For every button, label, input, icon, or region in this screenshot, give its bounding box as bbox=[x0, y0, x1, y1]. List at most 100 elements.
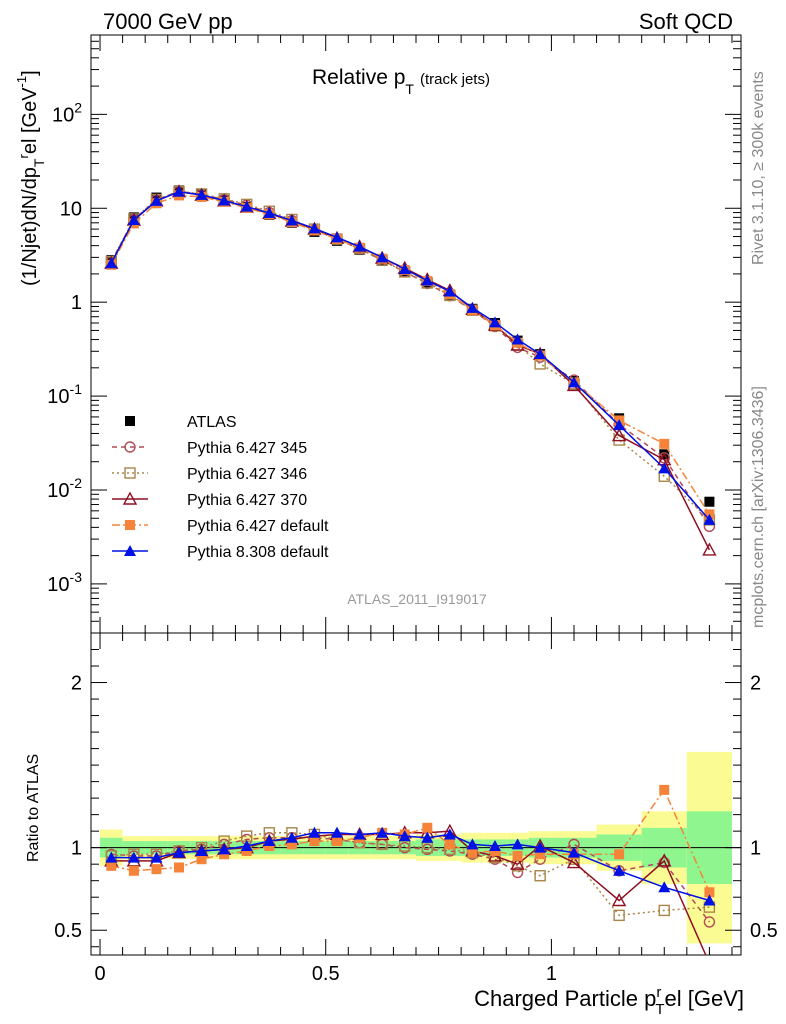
x-tick-label: 0 bbox=[94, 963, 105, 985]
point-pdef bbox=[659, 784, 670, 795]
point-pdef bbox=[332, 836, 343, 847]
point-p8 bbox=[285, 214, 298, 226]
point-p8 bbox=[105, 257, 118, 269]
y-tick-label: 10-3 bbox=[47, 569, 82, 596]
point-p346 bbox=[613, 909, 625, 922]
ratio-y-tick-label: 2 bbox=[71, 673, 82, 695]
ratio-ylabel: Ratio to ATLAS bbox=[25, 754, 42, 862]
point-p370 bbox=[657, 853, 672, 867]
legend-marker-pdef bbox=[125, 520, 135, 530]
point-p8 bbox=[308, 826, 321, 838]
point-p8 bbox=[331, 231, 344, 243]
point-p8 bbox=[613, 864, 626, 876]
point-p8 bbox=[127, 214, 140, 226]
point-p8 bbox=[218, 194, 231, 206]
legend-label-atlas: ATLAS bbox=[187, 414, 237, 431]
point-p8 bbox=[285, 831, 298, 843]
point-p8 bbox=[421, 274, 434, 286]
point-p8 bbox=[703, 894, 716, 906]
ratio-panel-series bbox=[104, 784, 716, 968]
axis-ticks: 10-3 10-2 10-1 1 10 102 0 0.5 1 0.5 0.5 1 1 2 2 bbox=[47, 34, 778, 985]
point-p8 bbox=[703, 513, 716, 525]
point-pdef bbox=[512, 850, 523, 861]
point-p8 bbox=[534, 348, 547, 360]
legend-marker-p370 bbox=[122, 491, 138, 505]
point-pdef bbox=[444, 839, 455, 850]
point-p8 bbox=[195, 844, 208, 856]
point-p8 bbox=[376, 826, 389, 838]
legend-marker-atlas bbox=[125, 416, 135, 426]
series-line-p8 bbox=[111, 832, 710, 902]
point-p370 bbox=[566, 855, 582, 869]
point-p8 bbox=[421, 831, 434, 843]
legend-label-p345: Pythia 6.427 345 bbox=[187, 440, 307, 457]
legend-label-p346: Pythia 6.427 346 bbox=[187, 466, 307, 483]
point-p345 bbox=[703, 916, 716, 928]
point-p8 bbox=[353, 828, 366, 840]
point-p8 bbox=[195, 188, 208, 200]
point-p8 bbox=[150, 851, 163, 863]
point-p8 bbox=[308, 222, 321, 234]
point-p8 bbox=[511, 838, 524, 850]
point-pdef bbox=[614, 849, 625, 860]
point-p8 bbox=[398, 830, 411, 842]
top-panel-series bbox=[104, 184, 717, 556]
point-p8 bbox=[398, 263, 411, 275]
main-title-sub: T bbox=[405, 81, 414, 97]
point-p8 bbox=[488, 316, 501, 328]
point-p345 bbox=[658, 856, 670, 869]
point-pdef bbox=[128, 865, 139, 876]
point-p8 bbox=[150, 194, 163, 206]
point-p8 bbox=[331, 826, 344, 838]
point-p8 bbox=[658, 881, 671, 893]
point-p370 bbox=[703, 957, 715, 968]
point-p370 bbox=[611, 893, 627, 907]
point-pdef bbox=[422, 822, 433, 833]
main-title: Relative pT (track jets) bbox=[312, 66, 490, 97]
legend-label-p8: Pythia 8.308 default bbox=[187, 544, 329, 561]
point-p8 bbox=[127, 851, 140, 863]
ratio-y-tick-label-right: 1 bbox=[750, 838, 761, 860]
point-p8 bbox=[240, 200, 253, 212]
ratio-y-tick-label-right: 0.5 bbox=[750, 920, 778, 942]
y-tick-label: 102 bbox=[52, 99, 82, 126]
point-p8 bbox=[263, 835, 276, 847]
point-p8 bbox=[105, 851, 118, 863]
main-title-text: Relative p bbox=[312, 66, 405, 89]
point-p346 bbox=[658, 904, 670, 917]
point-pdef bbox=[106, 860, 117, 871]
side-label-rivet: Rivet 3.1.10, ≥ 300k events bbox=[750, 71, 767, 265]
point-p8 bbox=[488, 840, 501, 852]
point-p8 bbox=[263, 207, 276, 219]
point-p8 bbox=[443, 828, 456, 840]
point-p8 bbox=[511, 333, 524, 345]
point-pdef bbox=[151, 864, 162, 875]
point-p8 bbox=[534, 841, 547, 853]
point-atlas bbox=[704, 496, 715, 507]
point-pdef bbox=[309, 836, 320, 847]
top-ylabel: (1/Njet)dN/dpTrel [GeV-1] bbox=[14, 70, 47, 286]
y-tick-label: 10-1 bbox=[47, 381, 82, 408]
main-title-small: (track jets) bbox=[420, 71, 490, 88]
analysis-id: ATLAS_2011_I919017 bbox=[347, 591, 487, 607]
point-pdef bbox=[535, 849, 546, 860]
header-left: 7000 GeV pp bbox=[103, 9, 233, 34]
series-line-pdef bbox=[110, 194, 711, 515]
point-p8 bbox=[658, 462, 671, 474]
point-p8 bbox=[218, 843, 231, 855]
point-p8 bbox=[567, 846, 580, 858]
header-right: Soft QCD bbox=[639, 9, 733, 34]
point-p8 bbox=[173, 846, 186, 858]
ratio-panel-frame bbox=[90, 632, 742, 956]
legend-marker-p345 bbox=[124, 441, 136, 453]
legend-label-p370: Pythia 6.427 370 bbox=[187, 492, 307, 509]
legend: ATLAS Pythia 6.427 345 Pythia 6.427 346 Pyt… bbox=[112, 414, 329, 561]
point-p8 bbox=[240, 840, 253, 852]
point-p346 bbox=[534, 870, 546, 882]
point-p8 bbox=[567, 376, 580, 388]
xlabel: Charged Particle pr Tel [GeV] bbox=[474, 984, 744, 1018]
x-tick-label: 0.5 bbox=[312, 963, 340, 985]
point-pdef bbox=[704, 887, 715, 898]
point-p8 bbox=[443, 285, 456, 297]
